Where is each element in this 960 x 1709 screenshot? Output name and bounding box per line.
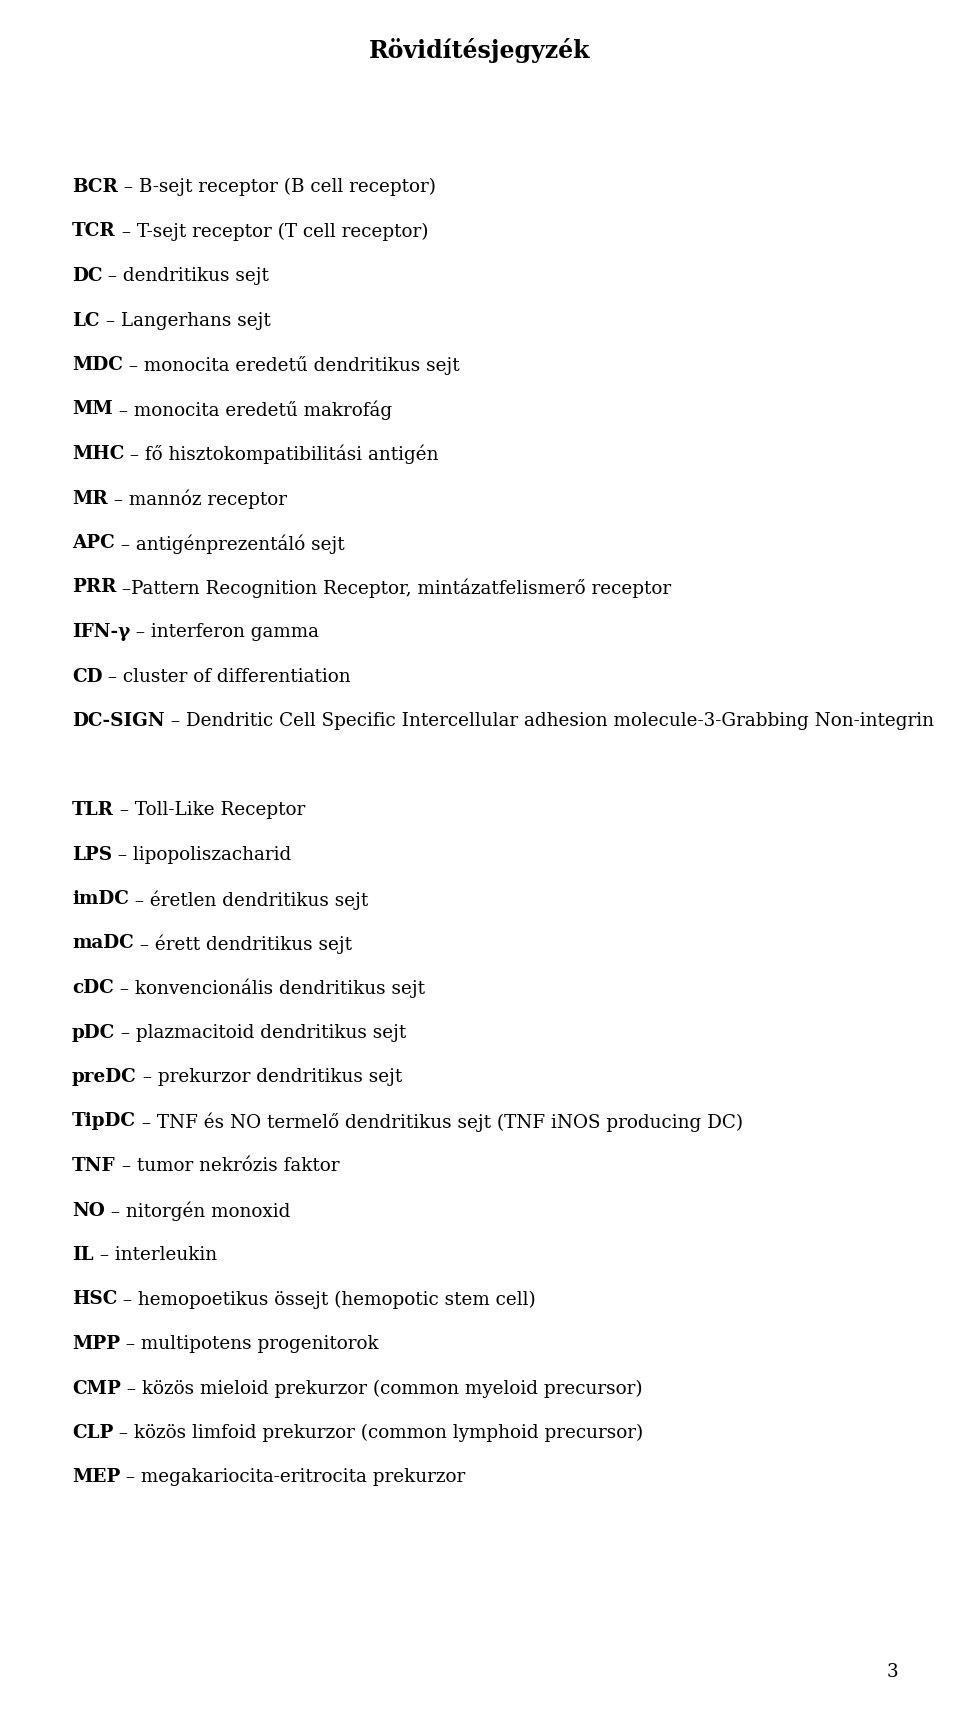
Text: – dendritikus sejt: – dendritikus sejt — [103, 267, 270, 285]
Text: – közös mieloid prekurzor (common myeloid precursor): – közös mieloid prekurzor (common myeloi… — [121, 1379, 642, 1398]
Text: – plazmacitoid dendritikus sejt: – plazmacitoid dendritikus sejt — [115, 1024, 406, 1041]
Text: – éretlen dendritikus sejt: – éretlen dendritikus sejt — [129, 890, 368, 909]
Text: DC-SIGN: DC-SIGN — [72, 713, 164, 730]
Text: MM: MM — [72, 400, 112, 419]
Text: MEP: MEP — [72, 1468, 120, 1487]
Text: – érett dendritikus sejt: – érett dendritikus sejt — [133, 935, 351, 954]
Text: maDC: maDC — [72, 935, 133, 952]
Text: MR: MR — [72, 489, 108, 508]
Text: – monocita eredetű makrofág: – monocita eredetű makrofág — [112, 400, 392, 420]
Text: – monocita eredetű dendritikus sejt: – monocita eredetű dendritikus sejt — [123, 355, 460, 374]
Text: TNF: TNF — [72, 1157, 115, 1176]
Text: preDC: preDC — [72, 1068, 136, 1085]
Text: – Dendritic Cell Specific Intercellular adhesion molecule-3-Grabbing Non-integri: – Dendritic Cell Specific Intercellular … — [164, 713, 934, 730]
Text: IL: IL — [72, 1246, 93, 1265]
Text: – lipopoliszacharid: – lipopoliszacharid — [112, 846, 292, 863]
Text: – hemopoetikus össejt (hemopotic stem cell): – hemopoetikus össejt (hemopotic stem ce… — [117, 1290, 536, 1309]
Text: CD: CD — [72, 668, 103, 685]
Text: pDC: pDC — [72, 1024, 115, 1041]
Text: BCR: BCR — [72, 178, 118, 197]
Text: – prekurzor dendritikus sejt: – prekurzor dendritikus sejt — [136, 1068, 402, 1085]
Text: – interferon gamma: – interferon gamma — [131, 624, 320, 641]
Text: DC: DC — [72, 267, 103, 285]
Text: – megakariocita-eritrocita prekurzor: – megakariocita-eritrocita prekurzor — [120, 1468, 466, 1487]
Text: Rövidítésjegyzék: Rövidítésjegyzék — [370, 38, 590, 63]
Text: – közös limfoid prekurzor (common lymphoid precursor): – közös limfoid prekurzor (common lympho… — [113, 1424, 643, 1442]
Text: TLR: TLR — [72, 802, 114, 819]
Text: – Langerhans sejt: – Langerhans sejt — [100, 311, 271, 330]
Text: CLP: CLP — [72, 1424, 113, 1442]
Text: cDC: cDC — [72, 979, 113, 996]
Text: – nitorgén monoxid: – nitorgén monoxid — [105, 1201, 290, 1220]
Text: – cluster of differentiation: – cluster of differentiation — [103, 668, 351, 685]
Text: MHC: MHC — [72, 444, 125, 463]
Text: 3: 3 — [886, 1663, 898, 1682]
Text: NO: NO — [72, 1201, 105, 1220]
Text: – konvencionális dendritikus sejt: – konvencionális dendritikus sejt — [113, 979, 424, 998]
Text: – fő hisztokompatibilitási antigén: – fő hisztokompatibilitási antigén — [125, 444, 439, 465]
Text: –Pattern Recognition Receptor, mintázatfelismerő receptor: –Pattern Recognition Receptor, mintázatf… — [116, 579, 671, 598]
Text: MDC: MDC — [72, 355, 123, 374]
Text: HSC: HSC — [72, 1290, 117, 1309]
Text: – mannóz receptor: – mannóz receptor — [108, 489, 287, 509]
Text: TipDC: TipDC — [72, 1113, 136, 1130]
Text: – Toll-Like Receptor: – Toll-Like Receptor — [114, 802, 305, 819]
Text: – tumor nekrózis faktor: – tumor nekrózis faktor — [115, 1157, 339, 1176]
Text: – T-sejt receptor (T cell receptor): – T-sejt receptor (T cell receptor) — [115, 222, 428, 241]
Text: imDC: imDC — [72, 890, 129, 907]
Text: LC: LC — [72, 311, 100, 330]
Text: – B-sejt receptor (B cell receptor): – B-sejt receptor (B cell receptor) — [118, 178, 436, 197]
Text: LPS: LPS — [72, 846, 112, 863]
Text: APC: APC — [72, 533, 115, 552]
Text: – multipotens progenitorok: – multipotens progenitorok — [120, 1335, 379, 1354]
Text: PRR: PRR — [72, 579, 116, 596]
Text: – interleukin: – interleukin — [93, 1246, 217, 1265]
Text: – antigénprezentáló sejt: – antigénprezentáló sejt — [115, 533, 345, 554]
Text: MPP: MPP — [72, 1335, 120, 1354]
Text: IFN-γ: IFN-γ — [72, 624, 131, 641]
Text: – TNF és NO termelő dendritikus sejt (TNF iNOS producing DC): – TNF és NO termelő dendritikus sejt (TN… — [136, 1113, 743, 1131]
Text: TCR: TCR — [72, 222, 115, 241]
Text: CMP: CMP — [72, 1379, 121, 1398]
